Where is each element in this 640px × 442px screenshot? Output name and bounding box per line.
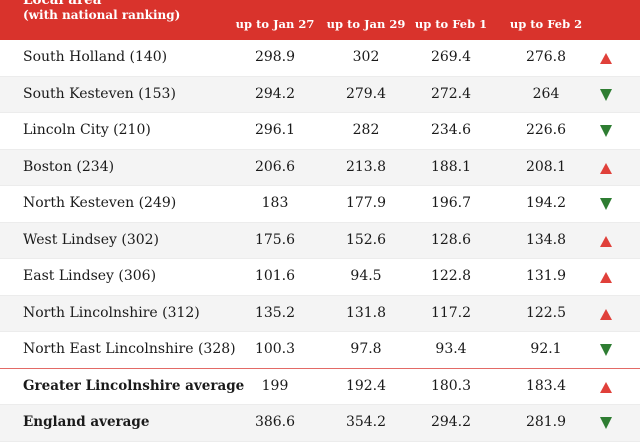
value-cell: 199 bbox=[261, 377, 289, 394]
area-column-subtitle: (with national ranking) bbox=[23, 8, 181, 22]
value-cell: 226.6 bbox=[525, 122, 567, 138]
down-triangle-icon bbox=[600, 198, 612, 210]
value-cell: 264 bbox=[532, 85, 560, 102]
table-row: Boston (234) 206.6 213.8 188.1 208.1 bbox=[0, 149, 640, 186]
column-header-feb2: up to Feb 2 bbox=[509, 17, 583, 31]
value-cell: 196.7 bbox=[430, 195, 472, 211]
value-cell: 302 bbox=[352, 49, 380, 65]
value-cell: 131.8 bbox=[345, 304, 387, 321]
value-cell: 294.2 bbox=[254, 85, 296, 102]
down-triangle-icon bbox=[600, 125, 612, 137]
value-cell: 192.4 bbox=[345, 377, 387, 394]
area-name: North Lincolnshire (312) bbox=[23, 304, 200, 321]
down-triangle-icon bbox=[600, 417, 612, 429]
summary-row: England average 386.6 354.2 294.2 281.9 bbox=[0, 405, 640, 442]
area-name: Boston (234) bbox=[23, 158, 115, 175]
value-cell: 97.8 bbox=[350, 341, 382, 357]
value-cell: 183.4 bbox=[525, 377, 567, 394]
value-cell: 100.3 bbox=[254, 341, 296, 357]
table-row: South Kesteven (153) 294.2 279.4 272.4 2… bbox=[0, 76, 640, 113]
table-row: East Lindsey (306) 101.6 94.5 122.8 131.… bbox=[0, 259, 640, 296]
value-cell: 272.4 bbox=[430, 85, 472, 102]
value-cell: 180.3 bbox=[430, 377, 472, 394]
value-cell: 279.4 bbox=[345, 85, 387, 102]
value-cell: 128.6 bbox=[430, 231, 472, 248]
value-cell: 134.8 bbox=[525, 231, 567, 248]
value-cell: 94.5 bbox=[350, 268, 382, 284]
value-cell: 194.2 bbox=[525, 195, 567, 211]
table-row: North East Lincolnshire (328) 100.3 97.8… bbox=[0, 332, 640, 369]
value-cell: 294.2 bbox=[430, 414, 472, 430]
value-cell: 276.8 bbox=[525, 49, 567, 65]
up-triangle-icon bbox=[600, 53, 612, 64]
table-row: North Kesteven (249) 183 177.9 196.7 194… bbox=[0, 186, 640, 223]
area-column-title: Local area bbox=[23, 0, 102, 8]
value-cell: 282 bbox=[352, 122, 380, 138]
table-row: Lincoln City (210) 296.1 282 234.6 226.6 bbox=[0, 113, 640, 150]
value-cell: 269.4 bbox=[430, 49, 472, 65]
area-name: Lincoln City (210) bbox=[23, 122, 151, 138]
up-triangle-icon bbox=[600, 272, 612, 283]
table-row: West Lindsey (302) 175.6 152.6 128.6 134… bbox=[0, 222, 640, 259]
value-cell: 101.6 bbox=[254, 268, 296, 284]
value-cell: 135.2 bbox=[254, 304, 296, 321]
value-cell: 206.6 bbox=[254, 158, 296, 175]
value-cell: 131.9 bbox=[525, 268, 567, 284]
column-header-jan27: up to Jan 27 bbox=[235, 17, 315, 31]
up-triangle-icon bbox=[600, 235, 612, 247]
value-cell: 93.4 bbox=[435, 341, 467, 357]
area-name: East Lindsey (306) bbox=[23, 268, 157, 284]
up-triangle-icon bbox=[600, 308, 612, 320]
value-cell: 298.9 bbox=[254, 49, 296, 65]
area-name: North Kesteven (249) bbox=[23, 195, 177, 211]
value-cell: 296.1 bbox=[254, 122, 296, 138]
table-body: South Holland (140) 298.9 302 269.4 276.… bbox=[0, 40, 640, 442]
value-cell: 281.9 bbox=[525, 414, 567, 430]
value-cell: 152.6 bbox=[345, 231, 387, 248]
value-cell: 177.9 bbox=[345, 195, 387, 211]
table-row: South Holland (140) 298.9 302 269.4 276.… bbox=[0, 40, 640, 77]
value-cell: 208.1 bbox=[525, 158, 567, 175]
area-name: South Holland (140) bbox=[23, 49, 168, 65]
up-triangle-icon bbox=[600, 381, 612, 393]
column-header-jan29: up to Jan 29 bbox=[326, 17, 406, 31]
down-triangle-icon bbox=[600, 88, 612, 101]
area-name: South Kesteven (153) bbox=[23, 85, 176, 102]
up-triangle-icon bbox=[600, 162, 612, 174]
value-cell: 117.2 bbox=[430, 304, 472, 321]
value-cell: 234.6 bbox=[430, 122, 472, 138]
table-header: Local area (with national ranking) up to… bbox=[0, 0, 640, 40]
value-cell: 386.6 bbox=[254, 414, 296, 430]
value-cell: 92.1 bbox=[530, 341, 562, 357]
table-row: North Lincolnshire (312) 135.2 131.8 117… bbox=[0, 295, 640, 332]
value-cell: 183 bbox=[261, 195, 289, 211]
value-cell: 122.8 bbox=[430, 268, 472, 284]
area-name: England average bbox=[23, 414, 150, 430]
column-header-feb1: up to Feb 1 bbox=[414, 17, 488, 31]
area-name: Greater Lincolnshire average bbox=[23, 377, 245, 394]
area-name: West Lindsey (302) bbox=[23, 231, 160, 248]
down-triangle-icon bbox=[600, 344, 612, 356]
value-cell: 122.5 bbox=[525, 304, 567, 321]
value-cell: 175.6 bbox=[254, 231, 296, 248]
value-cell: 188.1 bbox=[430, 158, 472, 175]
value-cell: 213.8 bbox=[345, 158, 387, 175]
summary-row: Greater Lincolnshire average 199 192.4 1… bbox=[0, 369, 640, 405]
value-cell: 354.2 bbox=[345, 414, 387, 430]
area-name: North East Lincolnshire (328) bbox=[23, 341, 236, 357]
